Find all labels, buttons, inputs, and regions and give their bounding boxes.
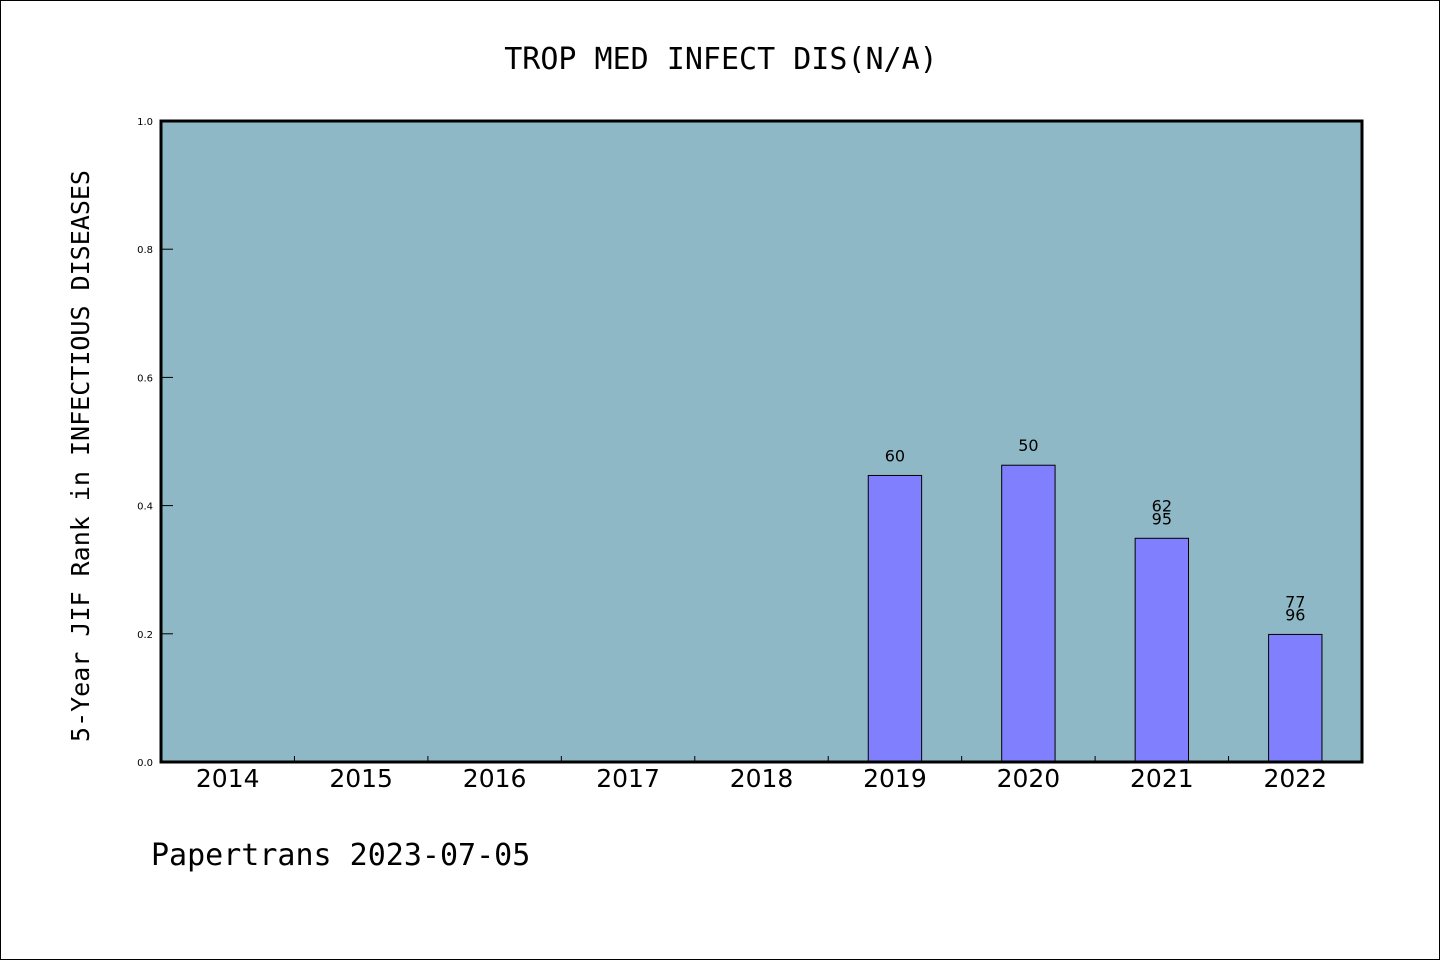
bar-label-2020: 50: [1018, 436, 1038, 455]
x-tick-label: 2018: [730, 764, 794, 793]
x-tick-label: 2014: [196, 764, 260, 793]
x-tick-label: 2022: [1263, 764, 1327, 793]
bar-label-2022: 77: [1285, 592, 1305, 611]
y-axis-label: 5-Year JIF Rank in INFECTIOUS DISEASES: [66, 170, 95, 742]
chart-title: TROP MED INFECT DIS(N/A): [504, 42, 937, 77]
x-axis-ticks: 2014 2015 2016 2017 2018 2019 2020 2021 2022: [196, 756, 1327, 793]
y-tick-label: 0.8: [137, 245, 153, 256]
y-tick-label: 0.0: [137, 758, 153, 769]
y-tick-label: 0.4: [137, 502, 153, 513]
footer-credit: Papertrans 2023-07-05: [151, 838, 530, 873]
bar-label-2021: 95: [1152, 509, 1172, 528]
x-tick-label: 2019: [863, 764, 927, 793]
bar-label-2019: 60: [885, 446, 905, 465]
x-tick-label: 2016: [463, 764, 527, 793]
bar-label-2022: 96: [1285, 605, 1305, 624]
bar-label-2021: 62: [1152, 496, 1172, 515]
plot-border: [159, 119, 1364, 764]
bar-2021: [1134, 537, 1190, 763]
y-tick-label: 1.0: [137, 117, 153, 128]
y-tick-label: 0.6: [137, 373, 153, 384]
bar-series: [867, 464, 1323, 763]
x-tick-label: 2015: [329, 764, 393, 793]
x-tick-label: 2017: [596, 764, 660, 793]
x-tick-label: 2020: [997, 764, 1061, 793]
bar-2019: [867, 474, 923, 763]
y-tick-label: 0.2: [137, 630, 153, 641]
bar-2022: [1268, 633, 1323, 763]
x-tick-label: 2021: [1130, 764, 1194, 793]
bar-2020: [1001, 464, 1056, 763]
